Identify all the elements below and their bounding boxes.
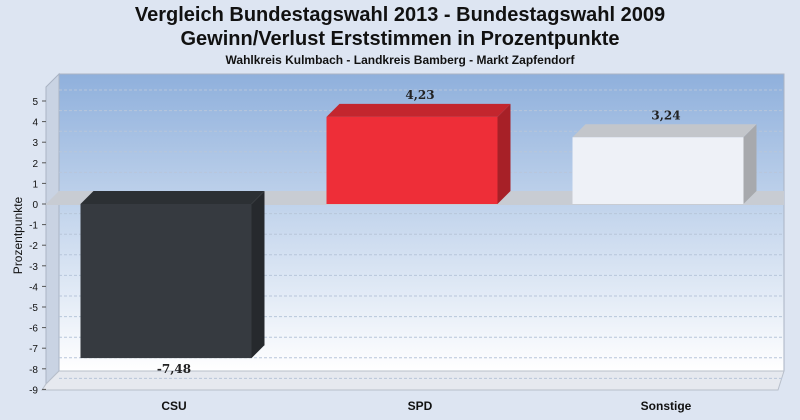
x-tick-label: Sonstige [641,399,692,413]
y-tick-label: 2 [32,159,38,170]
data-label: 4,23 [405,88,434,102]
y-tick-label: 3 [32,138,38,149]
y-tick-label: -2 [29,241,38,252]
y-tick-label: -7 [29,344,38,355]
bar-spd [326,116,498,204]
y-tick-label: 0 [32,200,38,211]
y-tick-label: -4 [29,282,38,293]
bar-sonstige-top [572,124,757,138]
chart-title: Vergleich Bundestagswahl 2013 - Bundesta… [134,4,666,26]
y-axis-label: Prozentpunkte [11,196,25,274]
chart-subtitle: Wahlkreis Kulmbach - Landkreis Bamberg -… [225,53,575,67]
y-tick-label: 1 [32,179,38,190]
bar-sonstige-side [743,124,757,204]
y-tick-label: -1 [29,221,38,232]
chart-title-line2: Gewinn/Verlust Erststimmen in Prozentpun… [180,28,620,50]
y-tick-label: -9 [29,385,38,396]
bar-csu-side [251,191,265,359]
bar-spd-top [326,103,511,117]
y-tick-label: -6 [29,324,38,335]
bar-csu [80,204,252,359]
bar-sonstige [572,137,744,204]
plot-side-wall [45,72,60,386]
bar-spd-side [497,103,511,204]
data-label: 3,24 [651,108,680,122]
data-label: -7,48 [157,362,191,376]
x-tick-label: SPD [408,399,433,413]
x-tick-label: CSU [161,399,186,413]
y-tick-label: 5 [32,97,38,108]
y-tick-label: -5 [29,303,38,314]
y-tick-label: -8 [29,365,38,376]
plot-floor [41,370,785,391]
y-tick-label: 4 [32,118,38,129]
y-tick-label: -3 [29,262,38,273]
bar-csu-top [80,191,265,204]
